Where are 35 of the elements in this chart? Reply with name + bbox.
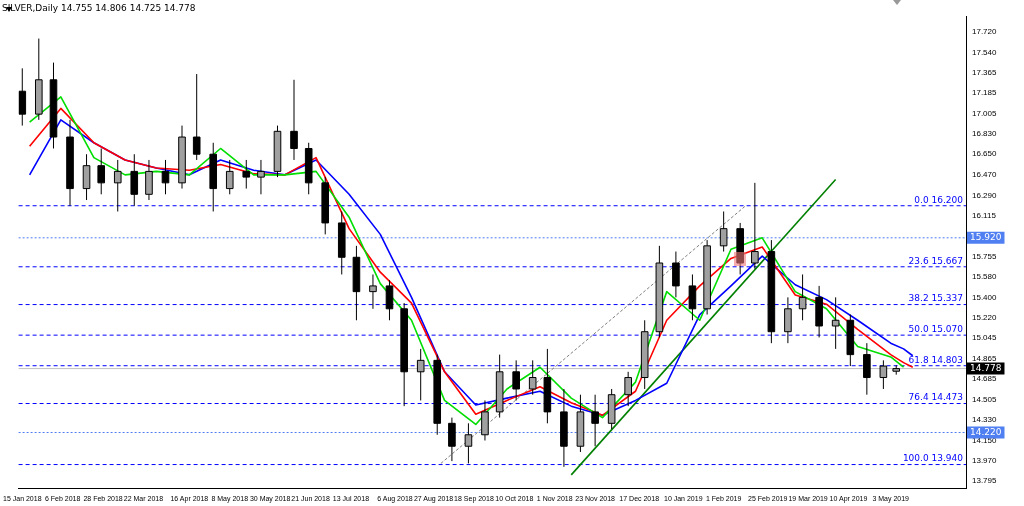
- y-tick-label: 14.150: [972, 435, 998, 445]
- ref-line-label: 50.0 15.070: [908, 323, 964, 334]
- y-tick-label: 13.970: [972, 456, 998, 466]
- candlestick: [863, 342, 871, 396]
- ref-line-label: 38.2 15.337: [908, 293, 963, 304]
- y-tick-label: 16.290: [972, 190, 998, 200]
- chart-title: SILVER,Daily 14.755 14.806 14.725 14.778: [2, 2, 196, 13]
- ref-line-label: 0.0 16.200: [914, 194, 964, 205]
- ref-line-label: 100.0 13.940: [902, 453, 964, 464]
- y-tick-label: 15.400: [972, 292, 998, 302]
- ref-line-label: 61.8 14.803: [908, 354, 963, 365]
- y-tick-label: 16.650: [972, 149, 998, 159]
- candlestick: [591, 394, 599, 447]
- ref-line-label: 15.920: [970, 232, 1002, 243]
- y-tick-label: 17.005: [972, 108, 998, 118]
- y-tick-label: 15.045: [972, 333, 998, 343]
- y-tick-label: 13.795: [972, 476, 998, 486]
- ref-line-label: 76.4 14.473: [908, 392, 963, 403]
- y-tick-label: 17.720: [972, 26, 998, 36]
- y-tick-label: 17.185: [972, 88, 998, 98]
- ref-line-label: 23.6 15.667: [908, 255, 963, 266]
- y-tick-label: 16.115: [972, 210, 997, 220]
- y-tick-label: 14.330: [972, 415, 998, 425]
- y-tick-label: 17.365: [972, 67, 998, 77]
- y-tick-label: 15.220: [972, 313, 998, 323]
- y-tick-label: 15.580: [972, 271, 998, 281]
- y-tick-label: 16.470: [972, 170, 998, 180]
- y-tick-label: 17.540: [972, 47, 998, 57]
- y-tick-label: 14.685: [972, 374, 998, 384]
- y-tick-label: 16.830: [972, 128, 998, 138]
- ref-line-label: 14.220: [970, 426, 1002, 437]
- y-tick-label: 14.865: [972, 353, 998, 363]
- y-tick-label: 14.505: [972, 395, 998, 405]
- y-tick-label: 15.755: [972, 251, 998, 261]
- ref-line-label: 14.778: [970, 362, 1002, 373]
